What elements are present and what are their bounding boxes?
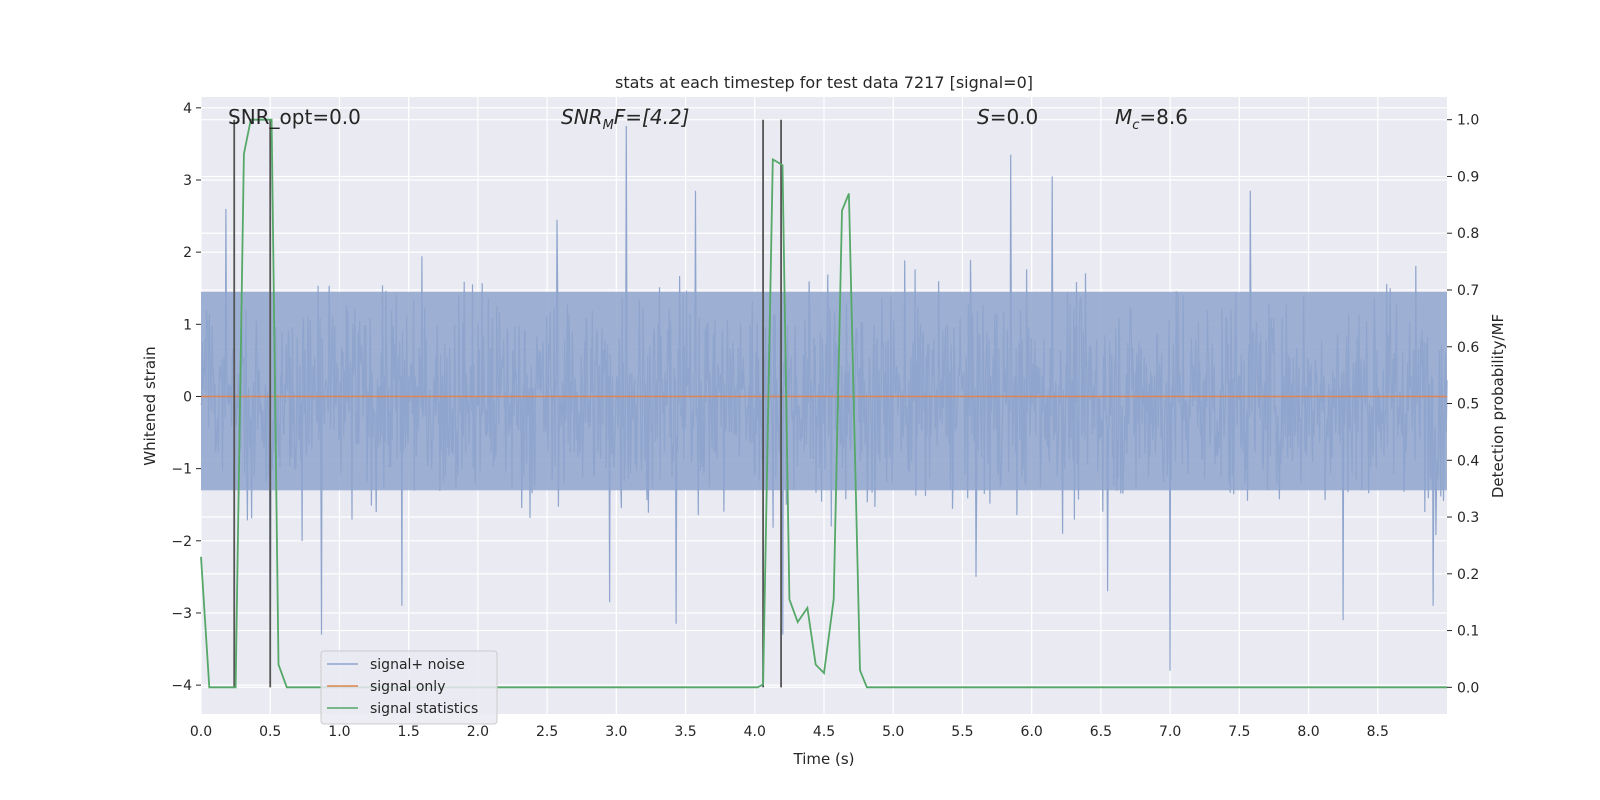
signal-noise-series xyxy=(200,125,1448,671)
y2-tick-label: 0.8 xyxy=(1457,226,1479,242)
snr-mf-suffix: F=[4.2] xyxy=(614,105,690,129)
x-tick-label: 5.0 xyxy=(882,724,904,740)
axes: 0.0 0.5 1.0 1.5 2.0 2.5 3.0 3.5 4.0 4.5 5.0 5.5 6.0 6… xyxy=(171,101,1479,740)
x-tick-label: 1.5 xyxy=(398,724,420,740)
vertical-markers xyxy=(233,119,782,688)
x-tick-label: 3.5 xyxy=(674,724,696,740)
snr-mf-sub: M xyxy=(603,118,614,133)
x-tick-label: 4.5 xyxy=(813,724,835,740)
y-tick-label: −1 xyxy=(171,462,192,478)
x-tick-label: 2.5 xyxy=(536,724,558,740)
y-tick-label: −3 xyxy=(171,606,192,622)
y-axis-label: Whitened strain xyxy=(141,346,159,465)
y2-tick-label: 0.1 xyxy=(1457,624,1479,640)
y2-tick-label: 0.3 xyxy=(1457,510,1479,526)
y2-tick-label: 0.6 xyxy=(1457,340,1479,356)
legend: signal+ noise signal only signal statist… xyxy=(320,650,498,725)
x-tick-label: 0.0 xyxy=(190,724,212,740)
y2-tick-label: 0.9 xyxy=(1457,169,1479,185)
legend-label-noise: signal+ noise xyxy=(370,657,465,673)
x-tick-label: 7.0 xyxy=(1159,724,1181,740)
x-tick-label: 8.0 xyxy=(1297,724,1319,740)
signal-statistics-line xyxy=(200,118,1447,689)
x-axis-label: Time (s) xyxy=(793,750,855,768)
y-tick-label: 1 xyxy=(183,317,192,333)
legend-label-stats: signal statistics xyxy=(370,701,478,717)
x-tick-label: 8.5 xyxy=(1367,724,1389,740)
mc-annotation: Mc=8.6 xyxy=(1115,105,1188,133)
y2-tick-label: 1.0 xyxy=(1457,113,1479,129)
s-value: =0.0 xyxy=(990,105,1039,129)
y-tick-label: −2 xyxy=(171,534,192,550)
x-tick-label: 1.0 xyxy=(328,724,350,740)
x-tick-label: 4.0 xyxy=(744,724,766,740)
x-tick-label: 0.5 xyxy=(259,724,281,740)
x-tick-label: 3.0 xyxy=(605,724,627,740)
y-tick-label: 0 xyxy=(183,389,192,405)
y2-tick-label: 0.2 xyxy=(1457,567,1479,583)
y-tick-label: 4 xyxy=(183,101,192,117)
y2-tick-label: 0.5 xyxy=(1457,397,1479,413)
legend-label-signal: signal only xyxy=(370,679,445,695)
y-tick-label: −4 xyxy=(171,678,192,694)
s-annotation: S=0.0 xyxy=(977,105,1038,129)
legend-box xyxy=(320,650,498,725)
mc-value: =8.6 xyxy=(1139,105,1188,129)
x-tick-label: 2.0 xyxy=(467,724,489,740)
y2-tick-label: 0.7 xyxy=(1457,283,1479,299)
signal-statistics-series xyxy=(200,118,1447,689)
snr-mf-annotation: SNRMF=[4.2] xyxy=(561,105,689,133)
chart-title: stats at each timestep for test data 721… xyxy=(615,73,1033,92)
y2-tick-label: 0.0 xyxy=(1457,680,1479,696)
x-tick-label: 6.5 xyxy=(1090,724,1112,740)
y-tick-label: 2 xyxy=(183,245,192,261)
snr-opt-annotation: SNR_opt=0.0 xyxy=(228,105,361,129)
x-tick-label: 7.5 xyxy=(1228,724,1250,740)
s-label: S xyxy=(977,105,990,129)
mc-label: M xyxy=(1115,105,1132,129)
x-tick-label: 5.5 xyxy=(951,724,973,740)
noise-line xyxy=(200,125,1448,671)
y2-axis-label: Detection probability/MF xyxy=(1489,314,1507,498)
x-tick-label: 6.0 xyxy=(1021,724,1043,740)
y-tick-label: 3 xyxy=(183,173,192,189)
mc-sub: c xyxy=(1132,118,1139,133)
y2-tick-label: 0.4 xyxy=(1457,453,1479,469)
snr-mf-prefix: SNR xyxy=(561,105,603,129)
